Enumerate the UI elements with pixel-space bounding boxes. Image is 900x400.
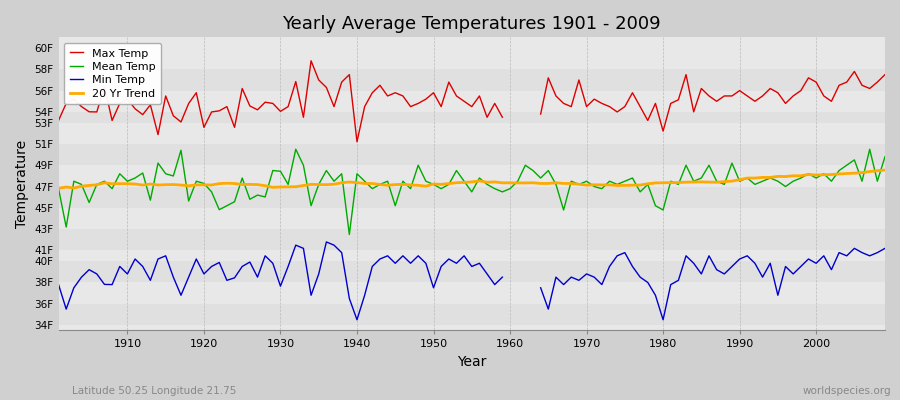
- Max Temp: [283, 104, 293, 109]
- Line: Min Temp: Min Temp: [58, 242, 885, 320]
- Min Temp: [328, 243, 339, 248]
- Mean Temp: [337, 171, 347, 176]
- 20 Yr Trend: [53, 186, 64, 191]
- Text: worldspecies.org: worldspecies.org: [803, 386, 891, 396]
- Title: Yearly Average Temperatures 1901 - 2009: Yearly Average Temperatures 1901 - 2009: [283, 15, 662, 33]
- Min Temp: [497, 275, 508, 280]
- Mean Temp: [114, 171, 125, 176]
- Mean Temp: [612, 182, 623, 187]
- X-axis label: Year: Year: [457, 355, 487, 369]
- Max Temp: [53, 118, 64, 123]
- Bar: [58, 261, 885, 282]
- Bar: [58, 186, 885, 208]
- 20 Yr Trend: [497, 180, 508, 185]
- Bar: [58, 304, 885, 325]
- Bar: [58, 122, 885, 144]
- Bar: [58, 144, 885, 165]
- Mean Temp: [879, 154, 890, 159]
- Mean Temp: [520, 163, 531, 168]
- Min Temp: [114, 264, 125, 269]
- Line: Max Temp: Max Temp: [58, 61, 885, 142]
- 20 Yr Trend: [328, 182, 339, 186]
- Bar: [58, 165, 885, 186]
- Mean Temp: [291, 147, 302, 152]
- Bar: [58, 112, 885, 122]
- Bar: [58, 48, 885, 69]
- Max Temp: [497, 115, 508, 120]
- Line: 20 Yr Trend: 20 Yr Trend: [58, 170, 885, 188]
- Bar: [58, 91, 885, 112]
- 20 Yr Trend: [283, 184, 293, 189]
- Max Temp: [604, 104, 615, 109]
- 20 Yr Trend: [114, 181, 125, 186]
- Mean Temp: [53, 186, 64, 191]
- Min Temp: [283, 264, 293, 269]
- Line: Mean Temp: Mean Temp: [58, 149, 885, 234]
- 20 Yr Trend: [597, 182, 608, 187]
- Mean Temp: [344, 232, 355, 237]
- Min Temp: [879, 246, 890, 251]
- 20 Yr Trend: [505, 180, 516, 185]
- Y-axis label: Temperature: Temperature: [15, 140, 29, 228]
- Legend: Max Temp, Mean Temp, Min Temp, 20 Yr Trend: Max Temp, Mean Temp, Min Temp, 20 Yr Tre…: [64, 43, 161, 104]
- Min Temp: [53, 282, 64, 287]
- Bar: [58, 208, 885, 229]
- Mean Temp: [283, 182, 293, 187]
- Bar: [58, 229, 885, 250]
- Text: Latitude 50.25 Longitude 21.75: Latitude 50.25 Longitude 21.75: [72, 386, 237, 396]
- Bar: [58, 69, 885, 91]
- Max Temp: [328, 104, 339, 109]
- Bar: [58, 282, 885, 304]
- Bar: [58, 250, 885, 261]
- Max Temp: [879, 72, 890, 77]
- 20 Yr Trend: [879, 168, 890, 172]
- Mean Temp: [512, 179, 523, 184]
- Max Temp: [114, 101, 125, 106]
- Min Temp: [604, 264, 615, 269]
